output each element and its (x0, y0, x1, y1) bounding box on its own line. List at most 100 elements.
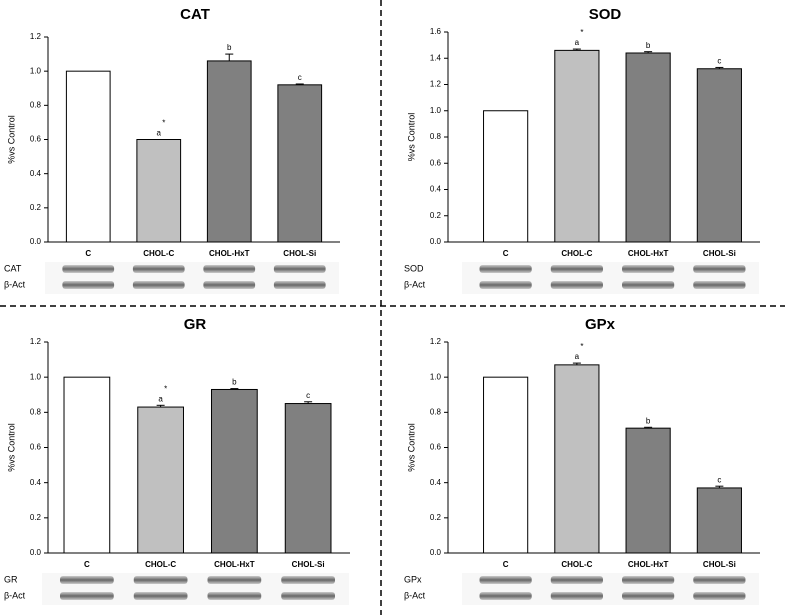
x-tick-label: CHOL-Si (703, 560, 736, 569)
bar (483, 110, 529, 243)
y-tick-label: 0.4 (30, 478, 42, 487)
blot-band (273, 265, 326, 273)
y-tick-label: 0.8 (430, 132, 442, 141)
blot-band (62, 265, 115, 273)
y-tick-label: 1.0 (30, 372, 42, 381)
blot-band (60, 576, 114, 584)
error-bar (295, 83, 304, 85)
significance-star: * (580, 28, 583, 37)
error-bar (230, 388, 239, 390)
significance-star: * (162, 119, 165, 128)
x-tick-label: C (85, 249, 91, 258)
blot-band (132, 281, 185, 289)
significance-letter: b (232, 378, 237, 387)
y-tick-label: 0.8 (30, 407, 42, 416)
y-axis-label: %vs Control (406, 423, 416, 472)
bar (483, 376, 529, 554)
blot-band (622, 281, 675, 289)
y-tick-label: 0.4 (430, 478, 442, 487)
error-bar (715, 485, 724, 488)
x-tick-label: CHOL-Si (292, 560, 325, 569)
blot-band (550, 576, 603, 584)
y-tick-label: 1.2 (430, 337, 442, 346)
y-axis-label: %vs Control (6, 423, 16, 472)
y-tick-label: 0.4 (430, 185, 442, 194)
significance-letter: c (717, 57, 721, 66)
error-bar (644, 426, 653, 429)
error-bar (304, 401, 313, 404)
significance-letter: c (298, 73, 302, 82)
x-tick-label: CHOL-C (561, 560, 592, 569)
y-tick-label: 0.0 (30, 237, 42, 246)
x-tick-label: C (503, 560, 509, 569)
blot-band (550, 592, 603, 600)
blot-band (203, 265, 256, 273)
blot-band (622, 576, 675, 584)
bar (554, 364, 600, 554)
x-tick-label: CHOL-C (561, 249, 592, 258)
y-tick-label: 1.0 (430, 106, 442, 115)
blot-band (693, 281, 746, 289)
y-tick-label: 1.0 (30, 66, 42, 75)
blot-band (622, 265, 675, 273)
blot-band (281, 592, 335, 600)
blot-band (479, 576, 532, 584)
blot-band (479, 592, 532, 600)
y-tick-label: 0.0 (430, 237, 442, 246)
x-tick-label: CHOL-HxT (214, 560, 255, 569)
blot-label: β-Act (4, 590, 26, 600)
y-tick-label: 0.2 (30, 513, 42, 522)
blot-band (133, 576, 188, 584)
blot-band (693, 592, 746, 600)
y-tick-label: 1.2 (30, 337, 42, 346)
bar (696, 487, 742, 554)
error-bar (572, 362, 581, 365)
x-tick-label: CHOL-Si (703, 249, 736, 258)
error-bar (225, 53, 234, 61)
blot-band (203, 281, 256, 289)
blot-band (693, 265, 746, 273)
blot-band (693, 576, 746, 584)
blot-label: GR (4, 574, 18, 584)
blot-label: β-Act (404, 590, 426, 600)
blot-background (462, 262, 759, 294)
chart-title: SOD (589, 6, 622, 23)
y-tick-label: 0.8 (30, 100, 42, 109)
significance-letter: b (227, 43, 232, 52)
y-tick-label: 0.2 (430, 211, 442, 220)
significance-letter: a (158, 394, 163, 403)
error-bar (715, 66, 724, 69)
y-tick-label: 0.6 (30, 443, 42, 452)
x-tick-label: C (84, 560, 90, 569)
y-tick-label: 1.0 (430, 372, 442, 381)
blot-band (132, 265, 185, 273)
bar (625, 427, 671, 554)
chart-title: CAT (180, 6, 210, 23)
blot-background (42, 573, 349, 605)
bar (277, 84, 323, 243)
significance-letter: a (575, 352, 580, 361)
blot-band (550, 265, 603, 273)
blot-band (281, 576, 335, 584)
bar (625, 52, 671, 243)
y-tick-label: 0.6 (430, 443, 442, 452)
blot-band (622, 592, 675, 600)
blot-label: GPx (404, 574, 422, 584)
blot-band (60, 592, 114, 600)
error-bar (156, 404, 165, 408)
blot-background (45, 262, 339, 294)
error-bar (644, 51, 653, 53)
blot-band (479, 265, 532, 273)
chart-title: GPx (585, 316, 616, 333)
blot-label: β-Act (4, 279, 26, 289)
y-tick-label: 0.6 (30, 135, 42, 144)
y-tick-label: 0.0 (30, 548, 42, 557)
significance-star: * (164, 384, 167, 393)
significance-letter: c (306, 391, 310, 400)
significance-letter: a (575, 38, 580, 47)
x-tick-label: CHOL-C (145, 560, 176, 569)
bar (206, 60, 252, 243)
blot-band (207, 576, 262, 584)
x-tick-label: CHOL-HxT (628, 560, 669, 569)
